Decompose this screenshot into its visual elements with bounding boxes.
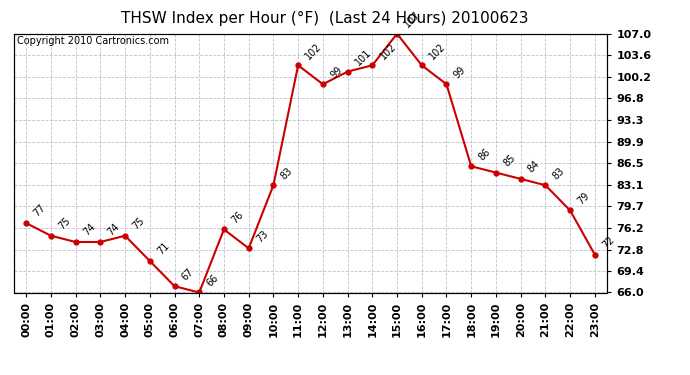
Text: 71: 71 — [155, 241, 171, 257]
Text: 85: 85 — [502, 153, 518, 168]
Text: 76: 76 — [230, 209, 246, 225]
Text: 99: 99 — [328, 64, 344, 80]
Text: 74: 74 — [106, 222, 121, 238]
Text: 99: 99 — [452, 64, 468, 80]
Text: 75: 75 — [57, 216, 72, 231]
Text: 66: 66 — [205, 273, 221, 288]
Text: 75: 75 — [130, 216, 146, 231]
Text: THSW Index per Hour (°F)  (Last 24 Hours) 20100623: THSW Index per Hour (°F) (Last 24 Hours)… — [121, 11, 528, 26]
Text: Copyright 2010 Cartronics.com: Copyright 2010 Cartronics.com — [17, 36, 169, 46]
Text: 107: 107 — [402, 9, 423, 30]
Text: 73: 73 — [254, 228, 270, 244]
Text: 74: 74 — [81, 222, 97, 238]
Text: 83: 83 — [551, 165, 566, 181]
Text: 67: 67 — [180, 266, 196, 282]
Text: 102: 102 — [304, 41, 324, 61]
Text: 77: 77 — [32, 203, 48, 219]
Text: 102: 102 — [427, 41, 448, 61]
Text: 72: 72 — [600, 234, 616, 250]
Text: 84: 84 — [526, 159, 542, 175]
Text: 83: 83 — [279, 165, 295, 181]
Text: 102: 102 — [378, 41, 398, 61]
Text: 86: 86 — [477, 146, 493, 162]
Text: 101: 101 — [353, 47, 373, 68]
Text: 79: 79 — [575, 190, 591, 206]
